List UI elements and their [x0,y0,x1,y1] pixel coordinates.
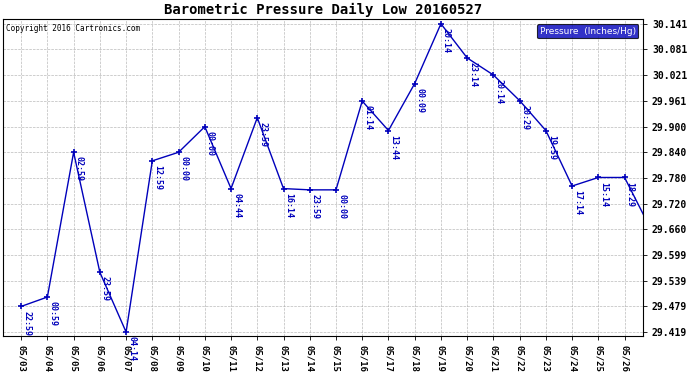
Text: 20:14: 20:14 [495,79,504,104]
Text: 04:14: 04:14 [127,336,136,361]
Text: 23:59: 23:59 [310,194,319,219]
Text: 15:14: 15:14 [600,182,609,207]
Text: 00:00: 00:00 [179,156,188,182]
Text: 19:59: 19:59 [547,135,556,160]
Text: 20:29: 20:29 [521,105,530,130]
Text: 23:59: 23:59 [101,276,110,302]
Text: 17:14: 17:14 [573,190,582,215]
Text: 23:14: 23:14 [469,62,477,87]
Text: 00:59: 00:59 [48,301,57,326]
Text: 23:59: 23:59 [258,122,267,147]
Text: 13:44: 13:44 [390,135,399,160]
Text: 12:59: 12:59 [153,165,162,190]
Text: 17:44: 17:44 [0,374,1,375]
Text: 20:14: 20:14 [442,28,451,53]
Text: 18:29: 18:29 [626,182,635,207]
Text: 02:59: 02:59 [75,156,83,182]
Text: Copyright 2016 Cartronics.com: Copyright 2016 Cartronics.com [6,24,140,33]
Text: 00:09: 00:09 [416,88,425,113]
Text: 22:59: 22:59 [22,310,31,336]
Text: 00:00: 00:00 [206,131,215,156]
Text: 00:00: 00:00 [337,194,346,219]
Title: Barometric Pressure Daily Low 20160527: Barometric Pressure Daily Low 20160527 [164,3,482,17]
Legend: Pressure  (Inches/Hg): Pressure (Inches/Hg) [537,24,638,38]
Text: 16:14: 16:14 [284,193,293,218]
Text: 01:14: 01:14 [363,105,373,130]
Text: 04:44: 04:44 [232,193,241,218]
